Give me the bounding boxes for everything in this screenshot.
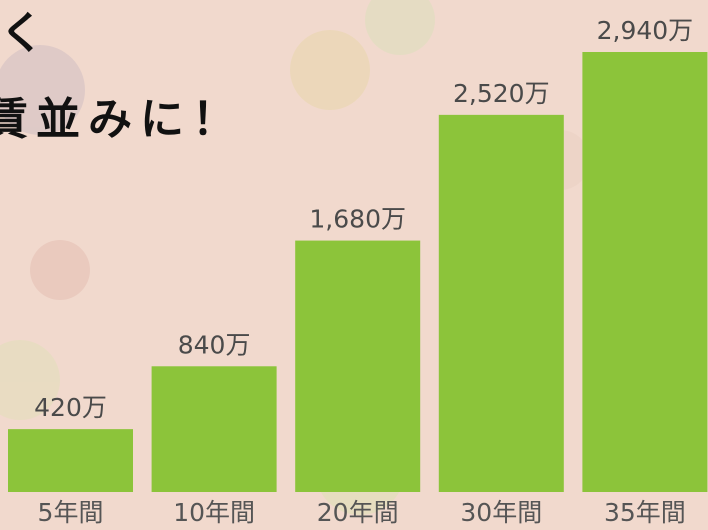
x-tick-label: 30年間 [460,498,542,527]
bar [582,52,707,492]
x-tick-label: 20年間 [317,498,399,527]
value-label: 420万 [34,393,107,422]
bar [8,429,133,492]
bar [152,366,277,492]
x-tick-label: 35年間 [604,498,686,527]
bar [439,115,564,492]
x-tick-label: 5年間 [38,498,104,527]
chart: く 賃並みに！ 420万 5年間 840万 10年間 1,680万 20年間 2,520万 3… [0,0,708,530]
value-label: 840万 [178,330,251,359]
bar [295,241,420,492]
x-tick-label: 10年間 [173,498,255,527]
title-fragment: く [0,8,52,59]
value-label: 2,940万 [597,16,694,45]
title-fragment: 賃並みに！ [0,94,244,145]
value-label: 2,520万 [453,79,550,108]
value-label: 1,680万 [309,205,406,234]
